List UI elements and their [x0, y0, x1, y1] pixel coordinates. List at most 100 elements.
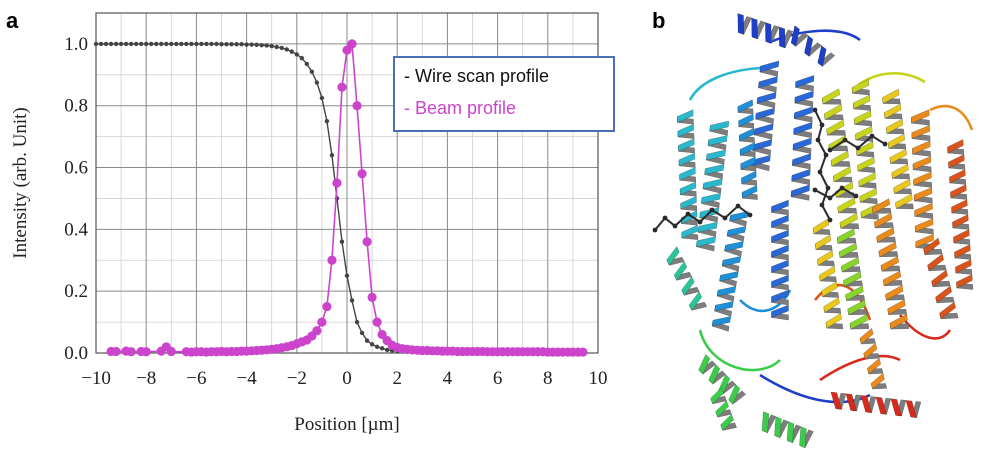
alpha-helix — [771, 199, 789, 321]
helix-front-strand — [771, 304, 789, 318]
helix-front-strand — [715, 400, 729, 418]
ligand-atom — [869, 133, 875, 139]
wire-scan-point — [204, 41, 209, 47]
wire-scan-point — [299, 55, 305, 61]
helix-front-strand — [714, 301, 734, 312]
helix-front-strand — [895, 193, 913, 209]
helix-front-strand — [666, 246, 680, 266]
protein-ribbon-structure — [652, 13, 974, 449]
helix-front-strand — [799, 426, 807, 449]
wire-scan-point — [234, 42, 239, 47]
wire-scan-point — [229, 42, 234, 47]
ligand-atom — [672, 223, 678, 229]
coil-loop — [857, 72, 926, 87]
helix-front-strand — [887, 133, 906, 149]
helix-front-strand — [821, 88, 841, 105]
wire-scan-point — [254, 42, 259, 48]
wire-scan-point — [279, 45, 284, 51]
helix-front-strand — [771, 244, 789, 258]
alpha-helix — [851, 79, 879, 220]
helix-front-strand — [738, 113, 754, 128]
wire-scan-point — [224, 42, 229, 47]
wire-scan-point — [108, 41, 114, 47]
alpha-helix — [871, 198, 910, 330]
wire-scan-point — [269, 43, 274, 49]
helix-front-strand — [893, 178, 911, 194]
beam-profile-point — [126, 347, 136, 357]
helix-front-strand — [939, 301, 956, 320]
wire-scan-point — [219, 42, 224, 47]
alpha-helix — [698, 353, 746, 405]
helix-front-strand — [913, 171, 932, 186]
helix-front-strand — [841, 256, 860, 273]
helix-front-strand — [845, 285, 864, 301]
helix-front-strand — [814, 234, 832, 251]
helix-front-strand — [786, 421, 795, 444]
legend-entry-beam-profile: - Beam profile — [404, 98, 516, 118]
helix-front-strand — [819, 265, 836, 282]
helix-front-strand — [726, 226, 747, 237]
ligand-atom — [812, 107, 818, 113]
helix-front-strand — [845, 393, 857, 412]
helix-front-strand — [707, 135, 728, 146]
helix-front-strand — [948, 154, 965, 169]
wire-scan-point — [133, 41, 139, 47]
alpha-helix — [882, 88, 914, 210]
helix-front-strand — [817, 249, 834, 266]
helix-front-strand — [719, 271, 739, 282]
legend-box — [393, 56, 615, 132]
wire-scan-point — [189, 41, 194, 47]
wire-scan-point — [384, 347, 390, 353]
wire-scan-point — [103, 41, 109, 47]
helix-front-strand — [702, 178, 723, 190]
helix-front-strand — [791, 168, 811, 182]
wire-scan-point — [289, 49, 294, 54]
wire-scan-point — [154, 41, 159, 47]
coil-loop — [819, 354, 901, 382]
helix-front-strand — [758, 76, 778, 89]
helix-front-strand — [923, 237, 940, 256]
beam-profile-point — [317, 317, 327, 327]
wire-scan-point — [113, 41, 119, 47]
helix-front-strand — [728, 383, 741, 405]
wire-scan-point — [123, 41, 129, 47]
helix-front-strand — [681, 276, 695, 296]
helix-front-strand — [947, 139, 964, 154]
helix-front-strand — [817, 45, 827, 67]
ligand-atom — [819, 202, 825, 208]
helix-back-strand — [720, 422, 737, 431]
helix-front-strand — [950, 184, 967, 199]
helix-front-strand — [711, 316, 732, 327]
helix-front-strand — [867, 357, 882, 375]
wire-scan-point — [118, 41, 124, 47]
alpha-helix — [910, 109, 935, 250]
ligand-stick — [814, 109, 831, 221]
alpha-helix — [710, 387, 737, 431]
helix-front-strand — [871, 198, 891, 214]
helix-front-strand — [771, 229, 789, 243]
helix-front-strand — [709, 120, 730, 132]
helix-front-strand — [688, 291, 703, 311]
ligand-atom — [817, 169, 823, 175]
wire-scan-point — [304, 61, 310, 67]
plot-frame — [95, 12, 599, 354]
x-tick-label: 0 — [342, 368, 352, 389]
ligand-atom — [735, 203, 741, 209]
wire-scan-point — [344, 273, 350, 278]
helix-front-strand — [858, 172, 876, 188]
helix-front-strand — [914, 202, 933, 217]
helix-front-strand — [849, 313, 868, 330]
y-tick-label: 0.2 — [64, 281, 88, 302]
alpha-helix — [676, 109, 699, 240]
alpha-helix — [666, 246, 707, 311]
beam-profile-point — [342, 45, 352, 55]
helix-front-strand — [956, 274, 973, 289]
helix-front-strand — [812, 218, 830, 235]
helix-front-strand — [738, 127, 755, 142]
helix-front-strand — [790, 184, 810, 198]
helix-front-strand — [741, 184, 758, 199]
helix-front-strand — [677, 123, 695, 138]
helix-front-strand — [804, 35, 814, 57]
wire-scan-point — [164, 41, 169, 47]
helix-front-strand — [889, 313, 908, 330]
